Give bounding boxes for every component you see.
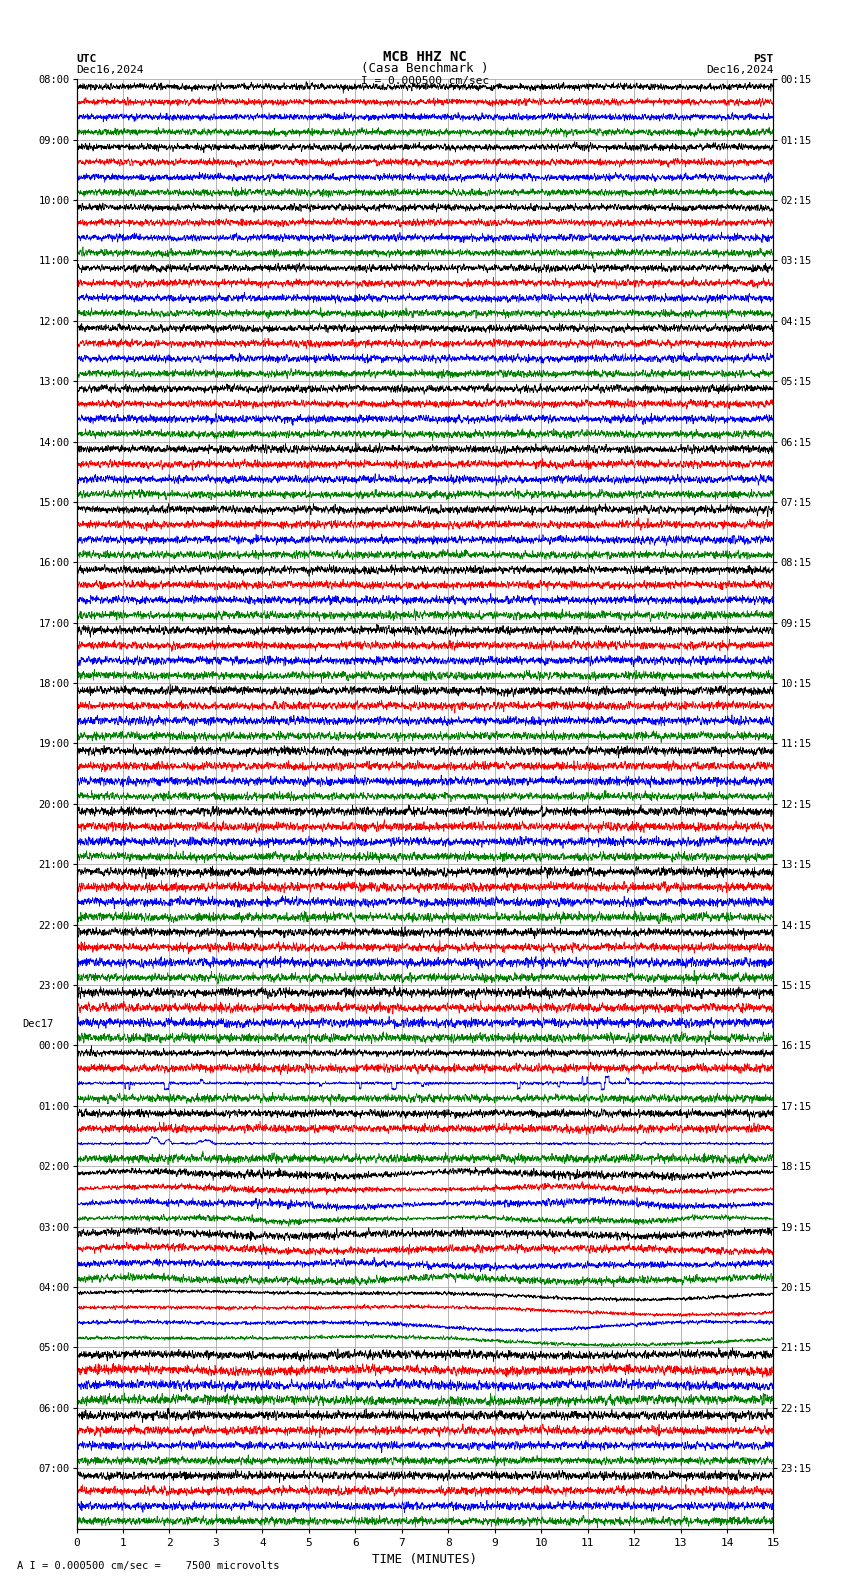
Text: A I = 0.000500 cm/sec =    7500 microvolts: A I = 0.000500 cm/sec = 7500 microvolts [17,1562,280,1571]
Text: (Casa Benchmark ): (Casa Benchmark ) [361,62,489,74]
Text: Dec16,2024: Dec16,2024 [76,65,144,74]
Text: UTC: UTC [76,54,97,63]
Text: PST: PST [753,54,774,63]
Text: Dec16,2024: Dec16,2024 [706,65,774,74]
X-axis label: TIME (MINUTES): TIME (MINUTES) [372,1554,478,1567]
Text: MCB HHZ NC: MCB HHZ NC [383,51,467,63]
Text: Dec17: Dec17 [22,1019,54,1030]
Text: I = 0.000500 cm/sec: I = 0.000500 cm/sec [361,76,489,86]
